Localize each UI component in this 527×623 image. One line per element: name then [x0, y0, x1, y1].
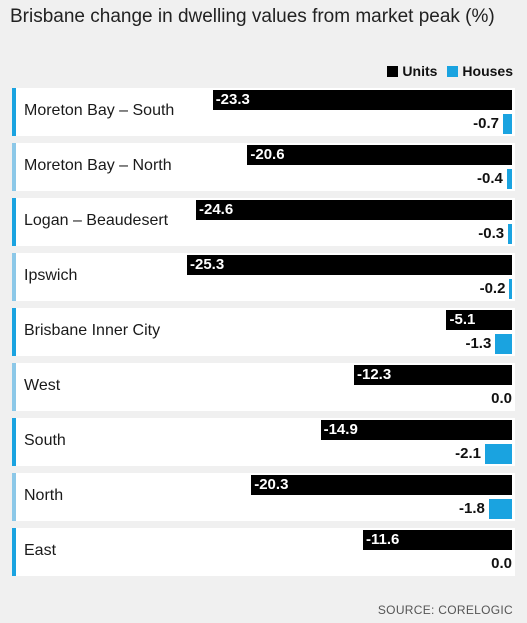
chart-title: Brisbane change in dwelling values from … — [10, 6, 495, 27]
legend-swatch-units — [387, 65, 399, 77]
value-label-houses: -1.8 — [459, 500, 485, 517]
bar-houses — [495, 334, 512, 354]
chart-row: South -14.9 -2.1 — [12, 418, 515, 466]
legend: Units Houses — [377, 63, 513, 79]
category-label: Moreton Bay – South — [24, 102, 175, 119]
value-label-houses: 0.0 — [491, 555, 512, 572]
value-label-houses: -2.1 — [455, 445, 482, 462]
row-accent — [12, 363, 16, 411]
row-accent — [12, 143, 16, 191]
category-label: West — [24, 377, 61, 394]
legend-item-houses: Houses — [447, 63, 513, 79]
chart-row: Brisbane Inner City -5.1 -1.3 — [12, 308, 515, 356]
category-label: South — [24, 432, 66, 449]
legend-swatch-houses — [447, 65, 459, 77]
bar-houses — [509, 279, 513, 299]
legend-label-units: Units — [402, 63, 438, 79]
chart-row: West -12.3 0.0 — [12, 363, 515, 411]
chart-row: East -11.6 0.0 — [12, 528, 515, 576]
legend-item-units: Units — [387, 63, 437, 79]
bar-units: -24.6 — [195, 200, 512, 220]
bar-units: -5.1 — [446, 310, 512, 330]
chart-row: Moreton Bay – North -20.6 -0.4 — [12, 143, 515, 191]
bar-units: -12.3 — [353, 365, 512, 385]
bar-units: -20.6 — [247, 145, 512, 165]
bar-houses — [503, 114, 512, 134]
category-label: Brisbane Inner City — [24, 322, 161, 339]
row-accent — [12, 253, 16, 301]
value-label-houses: -0.7 — [473, 115, 500, 132]
bar-units: -23.3 — [212, 90, 512, 110]
row-accent — [12, 198, 16, 246]
category-label: Moreton Bay – North — [24, 157, 172, 174]
value-label-houses: -0.4 — [477, 170, 503, 187]
row-accent — [12, 88, 16, 136]
row-accent — [12, 308, 16, 356]
bar-units: -11.6 — [362, 530, 512, 550]
category-label: North — [24, 487, 64, 504]
row-accent — [12, 418, 16, 466]
value-label-houses: -0.3 — [478, 225, 505, 242]
chart-rows: Moreton Bay – South -23.3 -0.7 Moreton Bay … — [12, 88, 515, 583]
category-label: Ipswich — [24, 267, 78, 284]
category-label: Logan – Beaudesert — [24, 212, 169, 229]
bar-units: -20.3 — [251, 475, 512, 495]
bar-houses — [506, 169, 512, 189]
value-label-houses: 0.0 — [491, 390, 512, 407]
bar-houses — [508, 224, 512, 244]
source-note: SOURCE: CORELOGIC — [377, 603, 513, 617]
value-label-houses: -0.2 — [479, 280, 506, 297]
row-accent — [12, 473, 16, 521]
bar-houses — [485, 444, 512, 464]
chart-row: North -20.3 -1.8 — [12, 473, 515, 521]
bar-houses — [488, 499, 512, 519]
chart-row: Logan – Beaudesert -24.6 -0.3 — [12, 198, 515, 246]
bar-units: -25.3 — [187, 255, 512, 275]
chart-row: Moreton Bay – South -23.3 -0.7 — [12, 88, 515, 136]
category-label: East — [24, 542, 57, 559]
value-label-houses: -1.3 — [465, 335, 492, 352]
chart-row: Ipswich -25.3 -0.2 — [12, 253, 515, 301]
bar-units: -14.9 — [320, 420, 512, 440]
legend-label-houses: Houses — [462, 63, 513, 79]
row-accent — [12, 528, 16, 576]
